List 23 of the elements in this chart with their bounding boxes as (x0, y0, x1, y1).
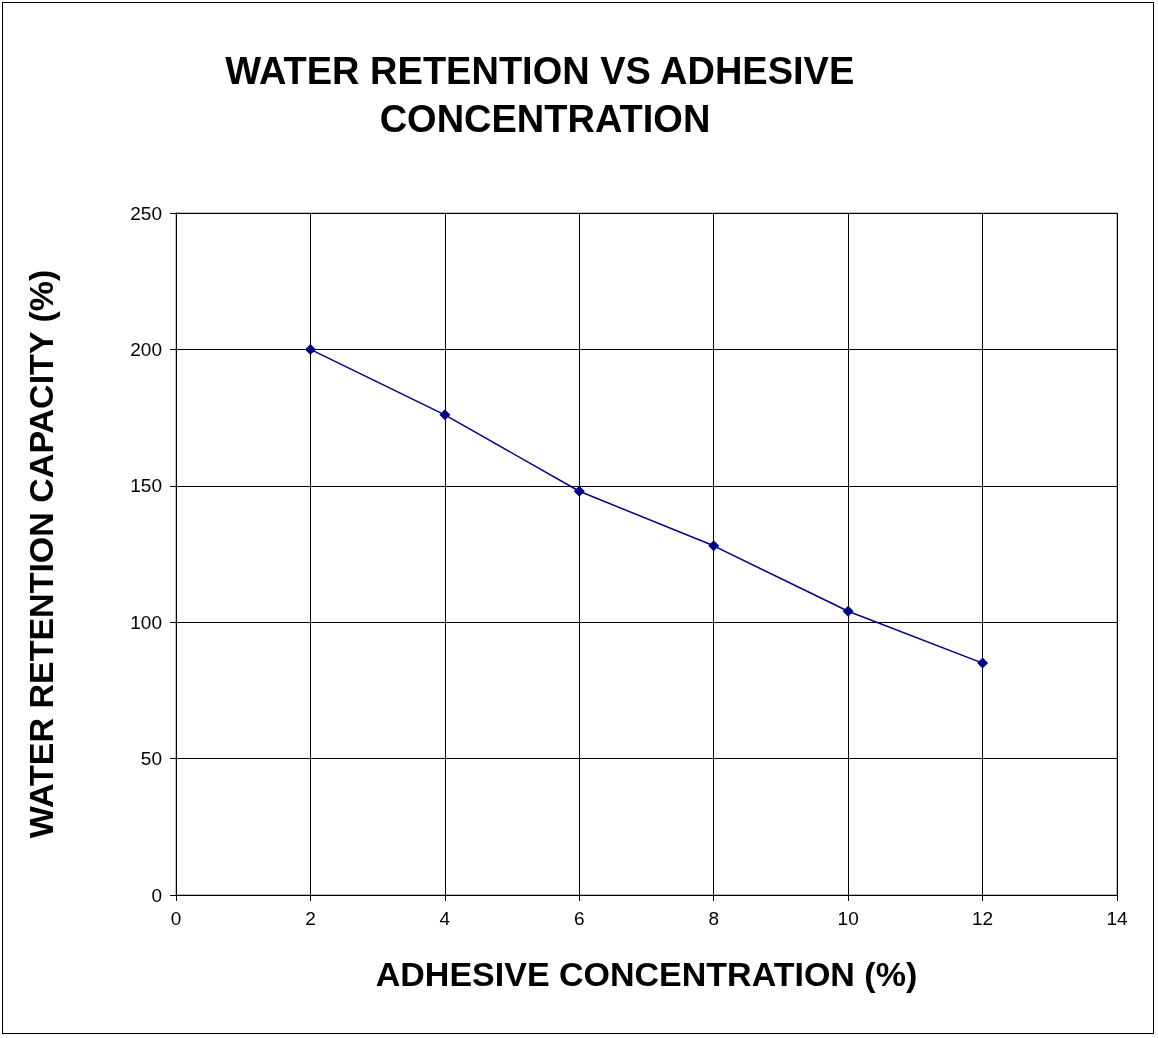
point (304, 343, 316, 355)
y-tick-label: 200 (130, 338, 162, 360)
y-tick-label: 50 (140, 748, 162, 770)
x-tick-label: 4 (439, 908, 451, 929)
chart-title: WATER RETENTION VS ADHESIVE CONCENTRATION (225, 50, 865, 140)
x-tick-label: 6 (574, 908, 585, 929)
x-tick-label: 8 (708, 908, 719, 929)
y-tick-label: 100 (130, 611, 162, 633)
point (439, 409, 451, 421)
x-axis-title: ADHESIVE CONCENTRATION (%) (375, 955, 918, 993)
x-tick-label: 10 (837, 908, 859, 929)
x-tick-label: 2 (305, 908, 316, 929)
x-tick-label: 0 (170, 908, 182, 929)
point (977, 657, 989, 669)
y-tick-label: 150 (130, 475, 162, 497)
y-axis-title: WATER RETENTION CAPACITY (%) (22, 269, 60, 839)
point (842, 605, 854, 617)
y-tick-label: 0 (151, 884, 162, 906)
y-tick-label: 250 (130, 202, 162, 224)
point (573, 485, 585, 497)
x-tick-label: 12 (972, 908, 994, 929)
x-tick-label: 14 (1106, 908, 1128, 929)
point (708, 540, 720, 552)
